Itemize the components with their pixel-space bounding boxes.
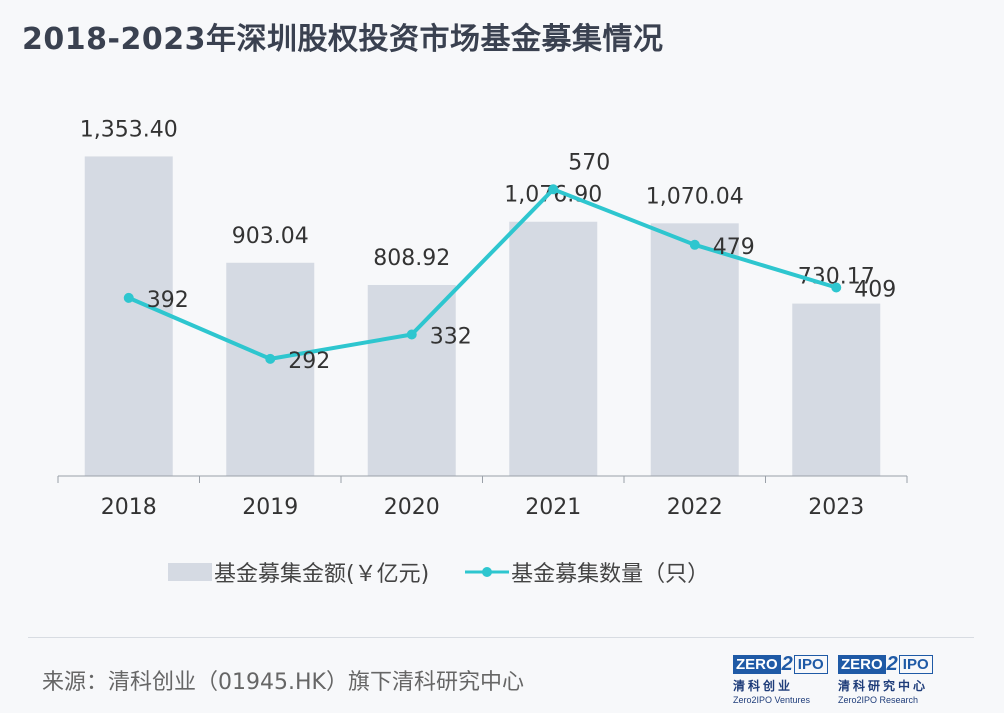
legend: 基金募集金额(￥亿元) 基金募集数量（只）	[168, 556, 745, 588]
line-point-2018	[123, 292, 134, 303]
x-tick-label: 2021	[525, 495, 581, 520]
line-point-2020	[406, 329, 417, 340]
line-point-2021	[548, 184, 559, 195]
line-point-2019	[265, 353, 276, 364]
x-tick-label: 2020	[384, 495, 440, 520]
logo-en-text: Zero2IPO Research	[838, 695, 919, 705]
x-tick-label: 2018	[101, 495, 157, 520]
bar-2023	[792, 303, 881, 476]
logo-mark: ZERO 2 IPO	[838, 654, 933, 674]
line-value-label: 392	[147, 288, 189, 313]
x-tick-label: 2019	[242, 495, 298, 520]
legend-bar-label: 基金募集金额(￥亿元)	[214, 562, 430, 587]
bar-2018	[84, 156, 173, 476]
line-value-label: 479	[713, 235, 755, 260]
logo-cn-text: 清科研究中心	[838, 679, 929, 693]
line-point-2023	[831, 282, 842, 293]
bar-2022	[650, 223, 739, 476]
line-point-2022	[689, 239, 700, 250]
bar-value-label: 808.92	[373, 246, 450, 271]
logo-en-text: Zero2IPO Ventures	[733, 695, 811, 705]
line-value-label: 292	[288, 349, 330, 374]
x-tick-label: 2023	[808, 495, 864, 520]
logo-cn-text: 清科创业	[733, 679, 794, 693]
legend-item-amount: 基金募集金额(￥亿元)	[168, 556, 429, 588]
count-line	[127, 187, 837, 361]
legend-item-count: 基金募集数量（只）	[465, 556, 709, 588]
logo-mark: ZERO 2 IPO	[733, 654, 828, 674]
source-note: 来源：清科创业（01945.HK）旗下清科研究中心	[42, 670, 524, 695]
bar-2019	[226, 262, 315, 476]
line-value-label: 570	[568, 150, 610, 175]
zero2ipo-ventures-logo: ZERO 2 IPO 清科创业 Zero2IPO Ventures	[733, 654, 828, 705]
legend-line-swatch	[465, 567, 510, 577]
chart-title: 2018-2023年深圳股权投资市场基金募集情况	[22, 22, 664, 57]
legend-line-label: 基金募集数量（只）	[511, 562, 710, 587]
bar-2021	[509, 221, 598, 476]
bar-value-label: 1,353.40	[80, 117, 178, 142]
line-value-label: 409	[854, 278, 896, 303]
footer-divider	[28, 637, 974, 638]
bar-value-label: 903.04	[232, 224, 309, 249]
line-value-label: 332	[430, 324, 472, 349]
bar-value-label: 1,070.04	[646, 184, 744, 209]
bar-2020	[367, 284, 456, 476]
zero2ipo-research-logo: ZERO 2 IPO 清科研究中心 Zero2IPO Research	[838, 654, 933, 705]
legend-bar-swatch	[168, 563, 212, 581]
x-tick-label: 2022	[667, 495, 723, 520]
combo-chart: 2018 2019 2020 2021 2022 2023 1,353.40 903.04 80…	[57, 117, 908, 520]
